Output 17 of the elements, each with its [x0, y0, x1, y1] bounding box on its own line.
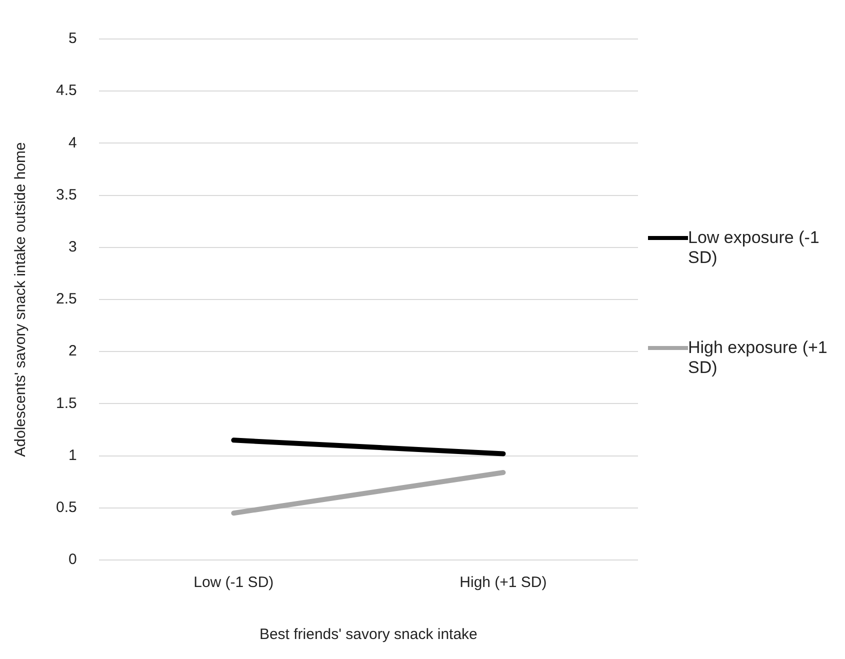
x-tick-label: High (+1 SD): [460, 574, 547, 592]
y-tick-label: 2.5: [56, 290, 77, 308]
legend-label: High exposure (+1 SD): [688, 338, 828, 378]
legend-label: Low exposure (-1 SD): [688, 228, 820, 268]
x-tick-label: Low (-1 SD): [194, 574, 274, 592]
y-tick-label: 0: [68, 551, 77, 568]
y-tick-label: 4.5: [56, 82, 77, 100]
y-tick-label: 1: [68, 446, 77, 464]
y-tick-label: 2: [68, 342, 77, 360]
y-axis-title: Adolescents' savory snack intake outside home: [12, 142, 30, 457]
y-tick-label: 3.5: [56, 186, 77, 204]
x-axis-title: Best friends' savory snack intake: [259, 626, 478, 644]
y-tick-label: 5: [68, 30, 77, 48]
y-tick-label: 0.5: [56, 499, 77, 516]
y-tick-label: 3: [68, 238, 77, 256]
y-tick-label: 4: [68, 134, 77, 152]
y-tick-label: 1.5: [56, 394, 77, 412]
